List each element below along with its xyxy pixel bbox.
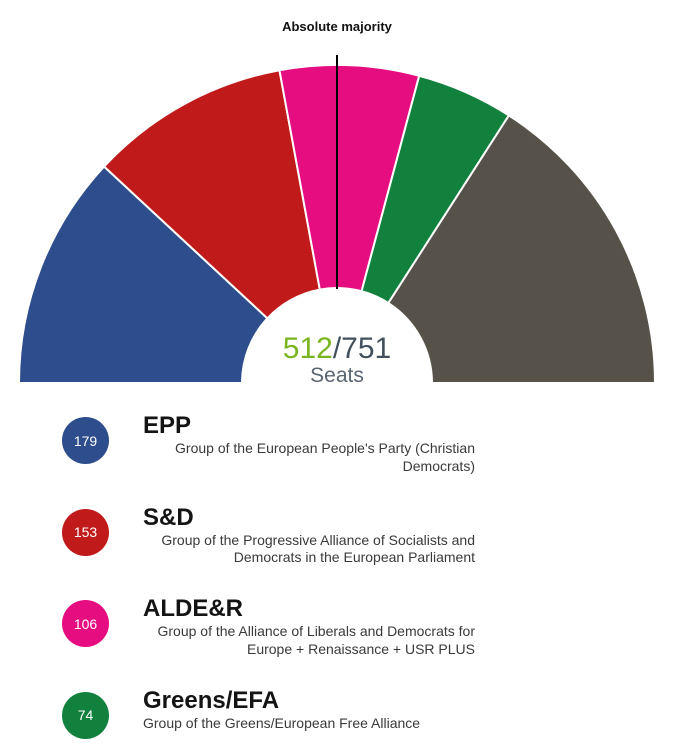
seats-total-value: /751 [333,332,391,365]
legend-item-text: S&D Group of the Progressive Alliance of… [143,503,475,568]
group-description: Group of the Greens/European Free Allian… [143,714,421,731]
hemicycle-chart: Absolute majority 512/751 Seats [17,19,657,387]
legend-item-greens-efa: 74 Greens/EFA Group of the Greens/Europe… [62,686,682,739]
legend-item-text: EPP Group of the European People's Party… [143,413,475,476]
legend: 179 EPP Group of the European People's P… [0,413,682,739]
legend-item-alder: 106 ALDE&R Group of the Alliance of Libe… [62,596,682,659]
seats-filled-value: 512 [283,332,333,365]
group-title: S&D [143,503,194,531]
legend-item-text: ALDE&R Group of the Alliance of Liberals… [143,596,475,659]
legend-item-text: Greens/EFA Group of the Greens/European … [143,686,421,733]
group-description: Group of the European People's Party (Ch… [175,440,475,474]
seat-count-badge: 74 [62,691,109,739]
group-description: Group of the Alliance of Liberals and De… [157,623,475,657]
group-title: EPP [143,412,192,439]
group-title: Greens/EFA [143,686,280,714]
segment-epp[interactable] [17,165,269,384]
legend-item-sd: 153 S&D Group of the Progressive Allianc… [62,503,682,568]
legend-item-epp: 179 EPP Group of the European People's P… [62,413,682,476]
group-description: Group of the Progressive Alliance of Soc… [161,531,475,566]
seats-counter: 512/751 [283,332,391,365]
seat-count-badge: 179 [62,417,109,464]
group-title: ALDE&R [143,595,243,622]
segment-other[interactable] [386,114,657,384]
seat-segments [17,64,657,384]
hemicycle-svg: Absolute majority 512/751 Seats [17,19,657,387]
segment-s-d[interactable] [102,69,321,320]
absolute-majority-label: Absolute majority [282,19,393,34]
seat-count-badge: 106 [62,600,109,647]
seats-caption: Seats [310,364,364,387]
seat-count-badge: 153 [62,508,109,556]
